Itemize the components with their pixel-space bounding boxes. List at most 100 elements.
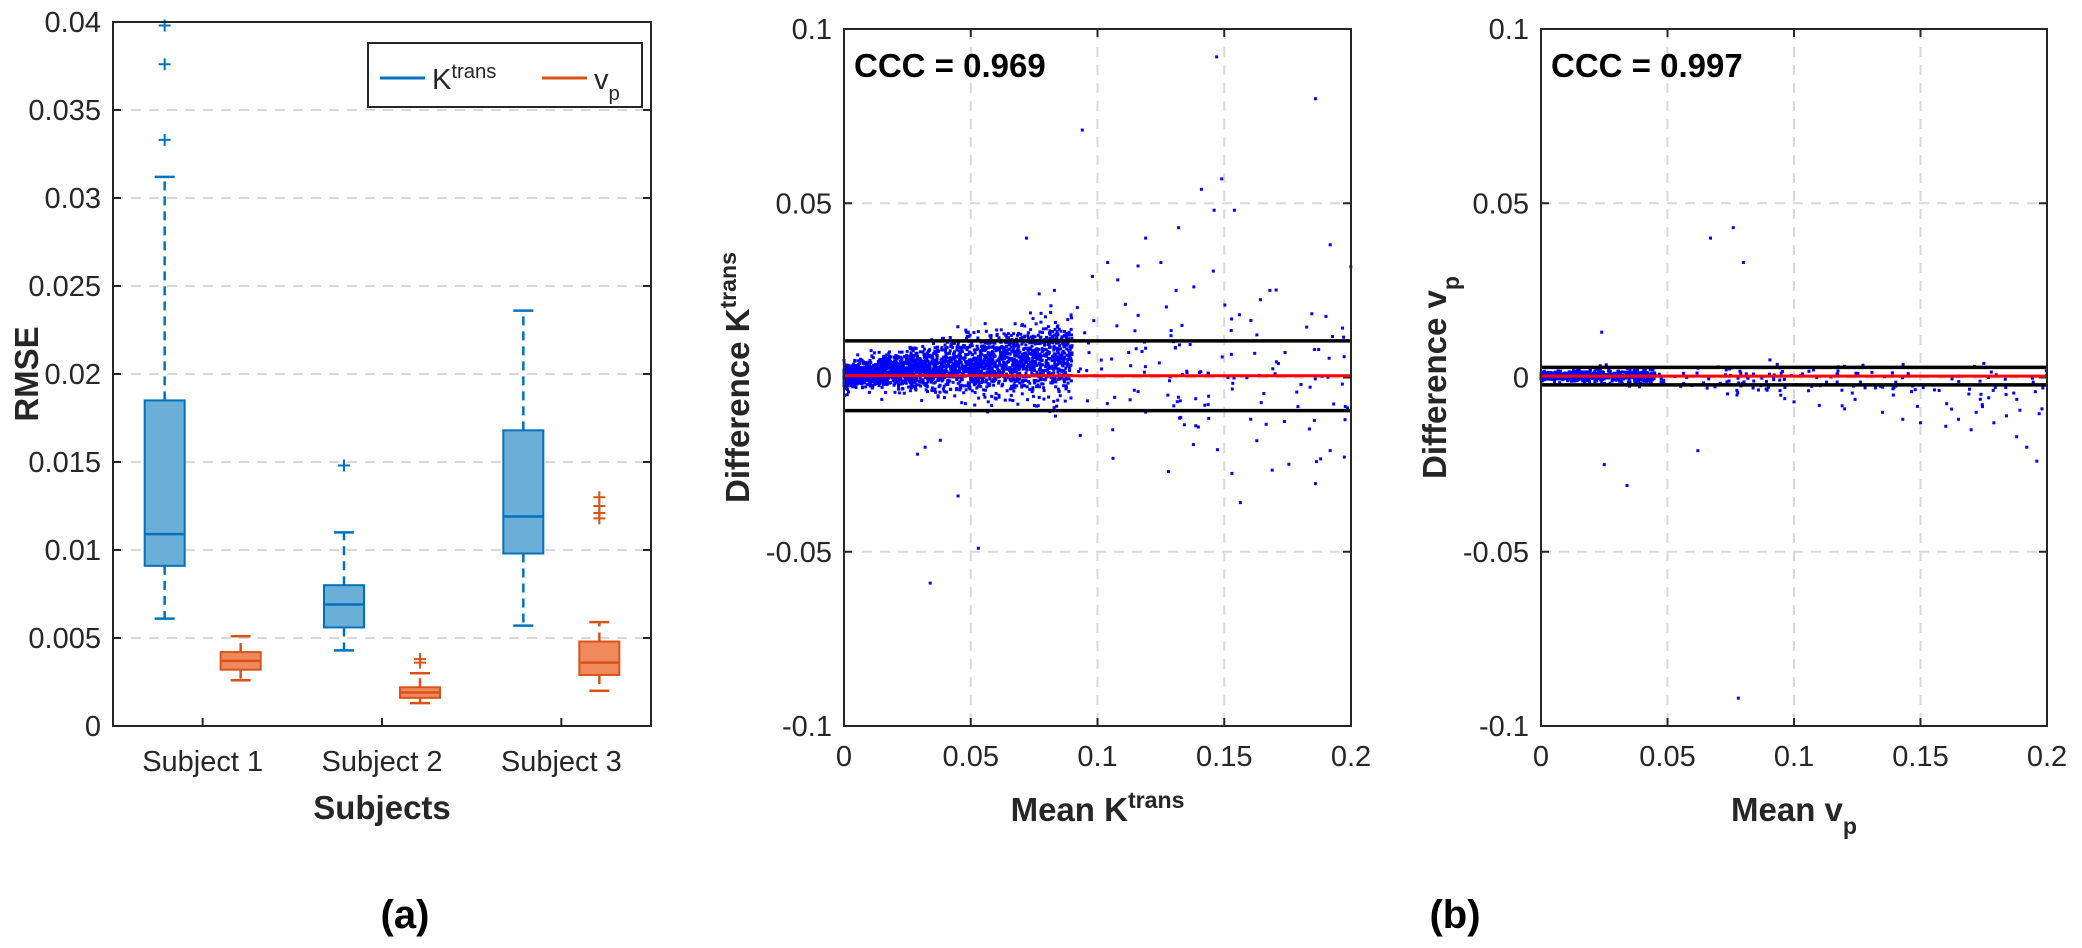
data-point xyxy=(1178,399,1182,403)
data-point xyxy=(882,371,886,375)
data-point xyxy=(999,328,1003,332)
data-point xyxy=(1342,335,1346,339)
data-point xyxy=(1657,372,1661,376)
data-point xyxy=(986,367,990,371)
data-point xyxy=(880,385,884,389)
data-point xyxy=(1283,350,1287,354)
data-point xyxy=(920,378,924,382)
data-point xyxy=(1317,348,1321,352)
data-point xyxy=(998,371,1002,375)
data-point xyxy=(1541,371,1545,375)
data-point xyxy=(1063,329,1067,333)
data-point xyxy=(1013,352,1017,356)
data-point xyxy=(973,351,977,355)
data-point xyxy=(965,345,969,349)
data-point xyxy=(893,390,897,394)
data-point xyxy=(1008,377,1012,381)
data-point xyxy=(1736,391,1740,395)
data-point xyxy=(1048,329,1052,333)
data-point xyxy=(959,378,963,382)
data-point xyxy=(1069,379,1073,383)
data-point xyxy=(936,345,940,349)
data-point xyxy=(1901,376,1905,380)
data-point xyxy=(879,360,883,364)
data-point xyxy=(1568,372,1572,376)
data-point xyxy=(909,381,913,385)
data-point xyxy=(960,364,964,368)
data-point xyxy=(983,322,987,326)
data-point xyxy=(850,376,854,380)
data-point xyxy=(1011,341,1015,345)
data-point xyxy=(1008,371,1012,375)
data-point xyxy=(849,370,853,374)
data-point xyxy=(1549,376,1553,380)
data-point xyxy=(860,358,864,362)
data-point xyxy=(1067,333,1071,337)
data-point xyxy=(900,357,904,361)
data-point xyxy=(1194,397,1198,401)
data-point xyxy=(1696,449,1700,453)
data-point xyxy=(949,369,953,373)
data-point xyxy=(1009,367,1013,371)
data-point xyxy=(1032,365,1036,369)
data-point xyxy=(1607,376,1611,380)
data-point xyxy=(1259,401,1263,405)
data-point xyxy=(943,370,947,374)
data-point xyxy=(1617,372,1621,376)
data-point xyxy=(949,360,953,364)
data-point xyxy=(1062,384,1066,388)
data-point xyxy=(969,351,973,355)
data-point xyxy=(992,341,996,345)
data-point xyxy=(928,581,932,585)
data-point xyxy=(893,368,897,372)
data-point xyxy=(1057,390,1061,394)
data-point xyxy=(1039,378,1043,382)
data-point xyxy=(1726,392,1730,396)
x-tick-label: 0.05 xyxy=(943,741,999,773)
data-point xyxy=(1040,363,1044,367)
data-point xyxy=(924,368,928,372)
data-point xyxy=(1343,405,1347,409)
data-point xyxy=(1979,392,1983,396)
data-point xyxy=(972,383,976,387)
data-point xyxy=(1739,371,1743,375)
data-point xyxy=(914,347,918,351)
data-point xyxy=(1742,380,1746,384)
data-point xyxy=(870,386,874,390)
data-point xyxy=(919,369,923,373)
data-point xyxy=(1031,317,1035,321)
data-point xyxy=(1600,370,1604,374)
data-point xyxy=(1111,456,1115,460)
data-point xyxy=(1547,373,1551,377)
data-point xyxy=(989,334,993,338)
data-point xyxy=(1032,348,1036,352)
data-point xyxy=(1255,439,1259,443)
data-point xyxy=(1039,311,1043,315)
data-point xyxy=(1001,382,1005,386)
y-tick-label: 0.025 xyxy=(28,271,101,303)
data-point xyxy=(1552,380,1556,384)
data-point xyxy=(871,356,875,360)
data-point xyxy=(1648,381,1652,385)
data-point xyxy=(1058,347,1062,351)
data-point xyxy=(1006,332,1010,336)
data-point xyxy=(1255,333,1259,337)
data-point xyxy=(884,376,888,380)
data-point xyxy=(885,365,889,369)
data-point xyxy=(936,378,940,382)
data-point xyxy=(943,358,947,362)
data-point xyxy=(1313,377,1317,381)
data-point xyxy=(1342,455,1346,459)
data-point xyxy=(945,390,949,394)
data-point xyxy=(1015,379,1019,383)
data-point xyxy=(1042,386,1046,390)
data-point xyxy=(1001,346,1005,350)
data-point xyxy=(984,329,988,333)
data-point xyxy=(990,361,994,365)
data-point xyxy=(854,365,858,369)
data-point xyxy=(1053,414,1057,418)
data-point xyxy=(1648,368,1652,372)
data-point xyxy=(1062,369,1066,373)
data-point xyxy=(1042,342,1046,346)
y-tick-label: 0.02 xyxy=(45,359,101,391)
